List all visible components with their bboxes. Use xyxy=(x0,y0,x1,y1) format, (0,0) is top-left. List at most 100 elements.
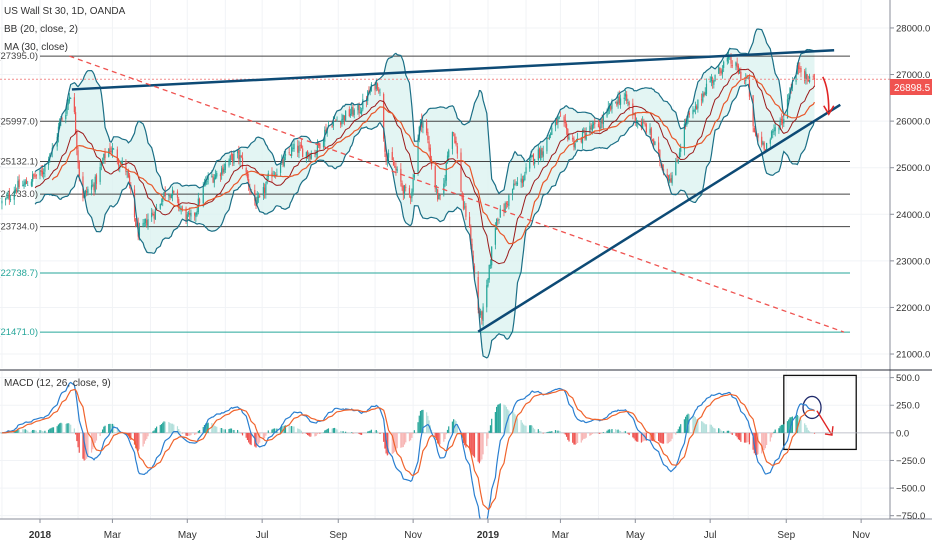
macd-histogram-bar-positive xyxy=(171,423,174,433)
macd-histogram-bar-negative xyxy=(395,432,397,451)
macd-histogram-bar-negative xyxy=(412,432,414,434)
price-axis-label: 21000.0 xyxy=(896,350,930,361)
macd-histogram-bar-positive xyxy=(100,432,102,433)
candle-down xyxy=(610,105,612,110)
macd-histogram-bar-positive xyxy=(116,427,118,433)
macd-histogram-bar-positive xyxy=(348,432,350,433)
macd-histogram-bar-positive xyxy=(376,431,379,433)
macd-histogram-bar-negative xyxy=(195,432,197,435)
candle-up xyxy=(549,133,552,136)
macd-histogram-bar-positive xyxy=(498,404,500,433)
candle-up xyxy=(788,98,790,99)
candle-up xyxy=(211,175,213,177)
candle-down xyxy=(746,76,748,79)
candle-down xyxy=(460,152,462,192)
candle-up xyxy=(262,187,264,196)
candle-up xyxy=(443,183,445,194)
candle-up xyxy=(513,183,515,190)
candle-up xyxy=(351,107,353,115)
candle-down xyxy=(514,184,516,186)
bb-legend[interactable]: BB (20, close, 2) xyxy=(4,24,78,35)
macd-histogram-bar-positive xyxy=(714,428,716,433)
candle-up xyxy=(412,178,414,192)
macd-axis-label: −750.0 xyxy=(896,511,925,522)
macd-histogram-bar-positive xyxy=(547,431,549,433)
macd-arrow-head xyxy=(824,426,834,436)
macd-histogram-bar-negative xyxy=(730,432,732,434)
candle-up xyxy=(558,117,560,119)
candle-up xyxy=(435,188,438,190)
macd-histogram-bar-positive xyxy=(292,426,294,433)
candle-up xyxy=(7,194,9,199)
macd-histogram-bar-negative xyxy=(94,432,96,443)
time-axis-label: Jul xyxy=(256,530,269,541)
candle-down xyxy=(730,56,732,64)
macd-histogram-bar-negative xyxy=(813,432,816,434)
symbol-title[interactable]: US Wall St 30, 1D, OANDA xyxy=(4,6,126,17)
candle-up xyxy=(515,182,517,184)
candle-down xyxy=(300,144,303,149)
candle-up xyxy=(491,246,493,266)
macd-pane xyxy=(0,381,890,519)
macd-histogram-bar-positive xyxy=(40,430,42,433)
macd-histogram-bar-positive xyxy=(556,430,558,433)
candle-down xyxy=(748,77,751,97)
macd-histogram-bar-positive xyxy=(272,428,274,433)
candle-down xyxy=(688,112,690,115)
macd-histogram-bar-positive xyxy=(176,426,179,433)
macd-histogram-bar-negative xyxy=(266,432,268,434)
macd-histogram-bar-negative xyxy=(352,432,354,434)
macd-legend[interactable]: MACD (12, 26, close, 9) xyxy=(4,378,111,389)
bollinger-lower-band xyxy=(34,83,816,359)
macd-histogram-bar-negative xyxy=(76,432,78,442)
candle-down xyxy=(757,134,759,138)
candle-up xyxy=(557,118,559,124)
candle-up xyxy=(522,179,525,183)
candle-down xyxy=(659,150,661,162)
macd-histogram-bar-negative xyxy=(477,432,479,462)
macd-histogram-bar-positive xyxy=(47,429,50,433)
ma-legend[interactable]: MA (30, close) xyxy=(4,42,68,53)
macd-histogram-bar-positive xyxy=(806,427,808,433)
candle-down xyxy=(408,188,411,195)
macd-histogram-bar-positive xyxy=(101,429,104,433)
macd-histogram-bar-negative xyxy=(597,432,600,434)
macd-histogram-bar-negative xyxy=(589,432,591,436)
candle-up xyxy=(316,142,318,154)
macd-histogram-bar-negative xyxy=(189,432,191,436)
candle-down xyxy=(18,179,20,188)
candle-up xyxy=(103,153,105,161)
macd-histogram-bar-positive xyxy=(284,425,287,433)
macd-histogram-bar-positive xyxy=(370,429,372,433)
macd-histogram-bar-negative xyxy=(240,432,242,434)
candle-up xyxy=(353,109,355,115)
time-axis-label: Nov xyxy=(404,530,422,541)
macd-histogram-bar-positive xyxy=(808,431,811,433)
candle-down xyxy=(563,116,565,121)
candle-down xyxy=(241,157,244,168)
candle-down xyxy=(719,67,721,71)
candle-up xyxy=(221,168,223,175)
macd-histogram-bar-negative xyxy=(362,432,364,434)
macd-histogram-bar-positive xyxy=(206,423,208,433)
macd-histogram-bar-positive xyxy=(205,423,207,433)
macd-histogram-bar-negative xyxy=(661,432,663,444)
candle-up xyxy=(233,153,235,164)
price-grid xyxy=(0,0,890,519)
bollinger-basis xyxy=(34,68,815,265)
candle-up xyxy=(90,185,93,190)
candle-down xyxy=(650,128,652,139)
candle-up xyxy=(5,198,7,201)
candle-up xyxy=(488,265,490,280)
candle-down xyxy=(703,92,705,96)
macd-histogram-bar-negative xyxy=(643,432,645,441)
macd-histogram-bar-positive xyxy=(160,424,163,433)
macd-histogram-bar-positive xyxy=(805,425,807,433)
macd-histogram-bar-positive xyxy=(807,430,809,433)
macd-histogram-bar-positive xyxy=(721,431,724,433)
macd-histogram-bar-negative xyxy=(666,432,668,444)
macd-histogram-bar-positive xyxy=(546,432,548,433)
candle-up xyxy=(525,167,527,173)
candle-up xyxy=(727,55,730,59)
macd-histogram-bar-negative xyxy=(575,432,577,444)
